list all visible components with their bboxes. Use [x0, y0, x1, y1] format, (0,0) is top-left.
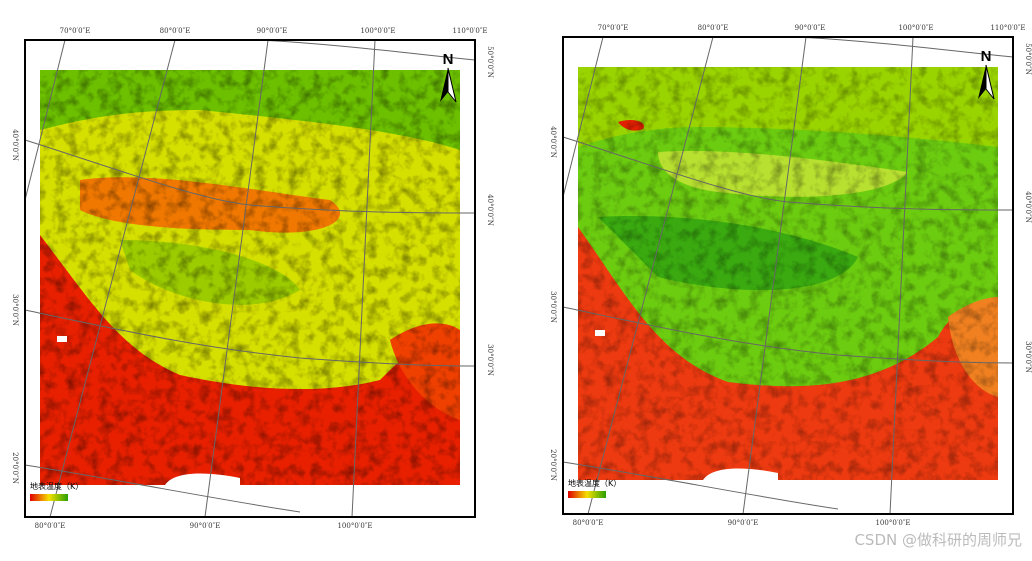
top-label: 110°0′0″E	[452, 27, 487, 35]
right-label: 40°0′0″N	[486, 194, 494, 226]
legend-title: 地表温度（K）	[568, 478, 621, 488]
bottom-label: 80°0′0″E	[573, 519, 604, 527]
watermark: CSDN @做科研的周师兄	[854, 531, 1022, 549]
right-label: 30°0′0″N	[486, 344, 494, 376]
top-label: 100°0′0″E	[360, 27, 395, 35]
left-label: 20°0′0″N	[549, 449, 557, 481]
left-label: 30°0′0″N	[11, 294, 19, 326]
top-label: 100°0′0″E	[898, 24, 933, 32]
top-label: 80°0′0″E	[160, 27, 191, 35]
top-label: 110°0′0″E	[990, 24, 1025, 32]
bottom-label: 90°0′0″E	[190, 522, 221, 530]
right-label: 50°0′0″N	[1024, 43, 1032, 75]
map-labels: 70°0′0″E 80°0′0″E 90°0′0″E 100°0′0″E 110°0′0…	[549, 24, 1032, 527]
map-left	[25, 40, 475, 517]
bottom-label: 80°0′0″E	[35, 522, 66, 530]
bottom-label: 100°0′0″E	[875, 519, 910, 527]
map-labels: 70°0′0″E 80°0′0″E 90°0′0″E 100°0′0″E 110°0′0…	[11, 27, 494, 530]
left-label: 30°0′0″N	[549, 291, 557, 323]
map-right	[563, 37, 1013, 514]
left-label: 40°0′0″N	[549, 126, 557, 158]
top-label: 90°0′0″E	[257, 27, 288, 35]
left-label: 20°0′0″N	[11, 452, 19, 484]
north-label: N	[981, 48, 992, 65]
bottom-label: 100°0′0″E	[337, 522, 372, 530]
left-label: 40°0′0″N	[11, 129, 19, 161]
right-label: 40°0′0″N	[1024, 191, 1032, 223]
top-label: 90°0′0″E	[795, 24, 826, 32]
right-label: 50°0′0″N	[486, 46, 494, 78]
bottom-label: 90°0′0″E	[728, 519, 759, 527]
north-label: N	[443, 51, 454, 68]
top-label: 70°0′0″E	[60, 27, 91, 35]
legend-title: 地表温度（K）	[30, 481, 83, 491]
right-label: 30°0′0″N	[1024, 341, 1032, 373]
top-label: 80°0′0″E	[698, 24, 729, 32]
top-label: 70°0′0″E	[598, 24, 629, 32]
